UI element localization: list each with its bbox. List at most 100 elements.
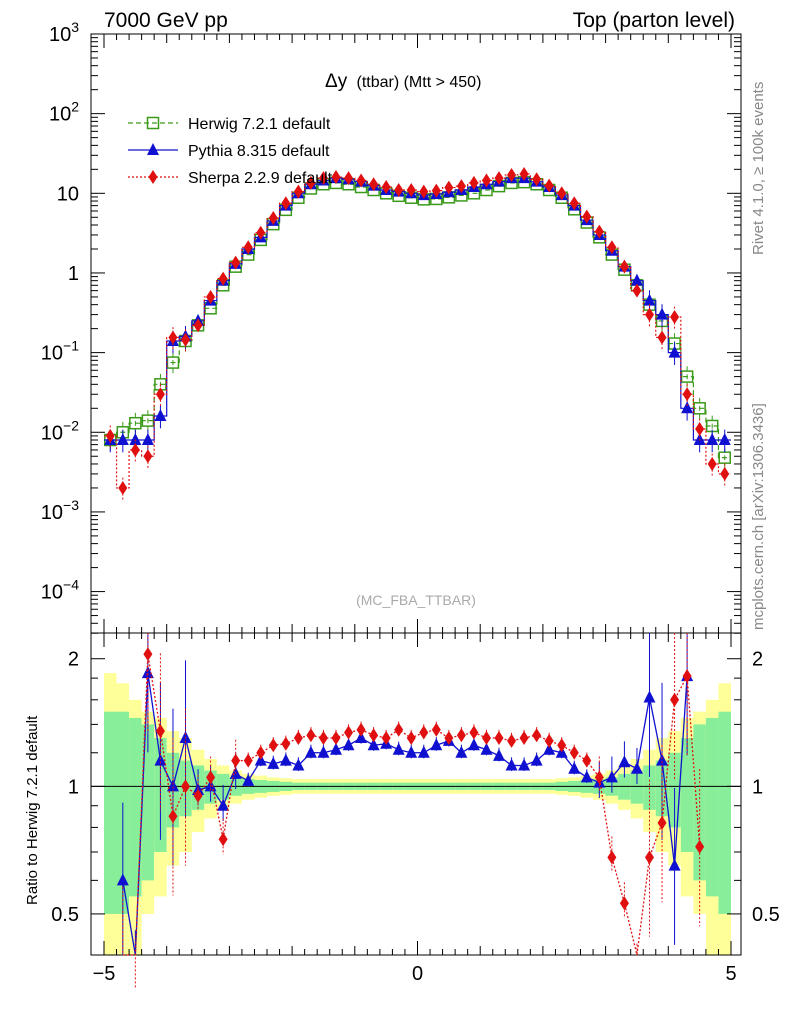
pythia-marker xyxy=(116,432,129,445)
pythia-marker xyxy=(392,742,405,755)
ratio-y-tick-label-right: 0.5 xyxy=(752,904,780,926)
pythia-marker xyxy=(505,758,518,771)
sherpa-marker xyxy=(670,692,680,707)
ratio-y-tick-label: 1 xyxy=(68,776,79,798)
sherpa-marker xyxy=(507,167,517,182)
band-inner-bin xyxy=(104,711,117,914)
sherpa-marker xyxy=(243,753,253,768)
pythia-marker xyxy=(656,753,669,766)
sherpa-marker xyxy=(569,196,579,211)
sherpa-marker xyxy=(419,725,429,740)
sherpa-marker xyxy=(193,318,203,333)
herwig-legend-label: Herwig 7.2.1 default xyxy=(188,116,331,133)
sherpa-marker xyxy=(695,421,705,436)
sherpa-marker xyxy=(148,170,158,184)
ratio-y-tick-label-right: 2 xyxy=(752,649,763,671)
pythia-marker xyxy=(718,432,731,445)
band-inner-bin xyxy=(630,770,644,804)
sherpa-marker xyxy=(582,753,592,768)
pythia-marker xyxy=(116,873,129,886)
pythia-marker xyxy=(430,738,443,751)
ratio-series-group xyxy=(116,633,705,988)
sherpa-marker xyxy=(720,466,730,481)
main-y-tick-label: 10 xyxy=(57,183,79,205)
sherpa-marker xyxy=(155,724,165,739)
sherpa-marker xyxy=(344,725,354,740)
sherpa-marker xyxy=(582,209,592,224)
sherpa-marker xyxy=(657,815,667,830)
pythia-marker xyxy=(630,273,643,286)
main-y-tick-label: 102 xyxy=(49,99,79,126)
pythia-marker xyxy=(668,858,681,871)
main-series-group xyxy=(104,166,731,501)
pythia-marker xyxy=(141,432,154,445)
sherpa-marker xyxy=(369,728,379,743)
pythia-marker xyxy=(580,770,593,783)
sherpa-marker xyxy=(306,175,316,190)
pythia-marker xyxy=(543,742,556,755)
sherpa-marker xyxy=(456,179,466,194)
sherpa-marker xyxy=(632,283,642,298)
pythia-marker xyxy=(480,742,493,755)
sherpa-marker xyxy=(206,289,216,304)
main-y-tick-label: 10−3 xyxy=(41,497,79,524)
sherpa-marker xyxy=(306,728,316,743)
pythia-marker xyxy=(154,753,167,766)
sherpa-marker xyxy=(431,183,441,198)
sherpa-marker xyxy=(206,770,216,785)
sherpa-marker xyxy=(118,480,128,495)
pythia-marker xyxy=(355,731,368,744)
sherpa-marker xyxy=(469,175,479,190)
x-tick-label: 5 xyxy=(725,963,736,985)
pythia-marker xyxy=(267,756,280,769)
sherpa-legend-label: Sherpa 2.2.9 default xyxy=(188,170,333,187)
pythia-marker xyxy=(643,293,656,306)
main-y-tick-labels: 10−4 10−3 10−2 10−1 1 10 102 103 xyxy=(41,19,79,604)
pythia-marker xyxy=(367,738,380,751)
sherpa-marker xyxy=(331,731,341,746)
pythia-marker xyxy=(467,738,480,751)
sherpa-marker xyxy=(394,183,404,198)
ratio-axis-ticks xyxy=(91,633,741,955)
sherpa-marker xyxy=(155,387,165,402)
pythia-marker xyxy=(154,409,167,422)
sherpa-marker xyxy=(105,428,115,443)
sherpa-marker xyxy=(143,647,153,662)
sherpa-marker xyxy=(594,770,604,785)
sherpa-marker xyxy=(381,180,391,195)
main-y-tick-label: 10−1 xyxy=(41,338,79,365)
sherpa-marker xyxy=(406,183,416,198)
band-inner-bin xyxy=(680,738,694,852)
herwig-marker xyxy=(693,402,706,415)
sherpa-marker xyxy=(532,172,542,187)
main-y-tick-label: 103 xyxy=(49,19,79,46)
sherpa-marker xyxy=(607,240,617,255)
sherpa-marker xyxy=(130,442,140,457)
herwig-marker xyxy=(129,416,142,430)
sherpa-marker xyxy=(394,722,404,737)
sherpa-marker xyxy=(218,832,228,847)
pythia-ratio-line xyxy=(122,672,688,956)
sherpa-marker xyxy=(181,779,191,794)
pythia-marker xyxy=(292,758,305,771)
x-tick-label: 0 xyxy=(412,963,423,985)
sherpa-marker xyxy=(507,733,517,748)
rivet-label: Rivet 4.1.0, ≥ 100k events xyxy=(750,82,767,255)
sherpa-marker xyxy=(682,669,692,684)
pythia-marker xyxy=(242,773,255,786)
main-y-tick-label: 10−2 xyxy=(41,417,79,444)
pythia-marker xyxy=(681,401,694,414)
ratio-plot-frame xyxy=(90,632,742,956)
ratio-uncertainty-bands xyxy=(91,673,741,955)
sherpa-marker xyxy=(695,839,705,854)
band-inner-bin xyxy=(705,717,719,897)
sherpa-marker xyxy=(369,177,379,192)
sherpa-marker xyxy=(607,850,617,865)
pythia-marker xyxy=(643,690,656,703)
sherpa-marker xyxy=(218,271,228,286)
legend: Herwig 7.2.1 default Pythia 8.315 default… xyxy=(128,116,333,187)
pythia-marker xyxy=(618,755,631,768)
sherpa-marker xyxy=(181,332,191,347)
sherpa-marker xyxy=(644,307,654,322)
pythia-marker xyxy=(141,666,154,679)
